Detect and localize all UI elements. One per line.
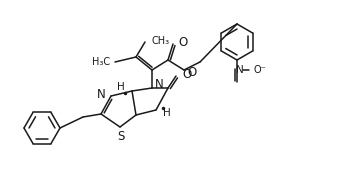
Text: O: O (178, 37, 187, 49)
Text: S: S (117, 129, 125, 142)
Text: O: O (182, 68, 191, 81)
Text: H₃C: H₃C (92, 57, 110, 67)
Text: H: H (117, 82, 125, 92)
Text: H: H (163, 108, 171, 118)
Text: N: N (236, 65, 244, 75)
Text: N: N (97, 89, 106, 102)
Text: O: O (187, 66, 196, 79)
Text: O⁻: O⁻ (253, 65, 266, 75)
Text: CH₃: CH₃ (151, 36, 169, 46)
Text: N: N (155, 79, 164, 92)
